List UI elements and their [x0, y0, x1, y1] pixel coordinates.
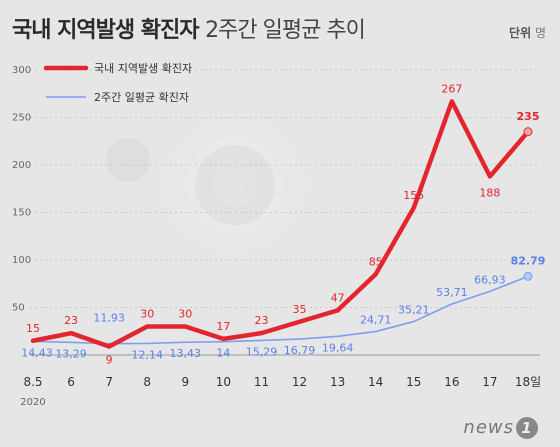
data-label-average: 35,21 [398, 304, 430, 317]
data-label-daily: 155 [403, 189, 424, 202]
data-label-average: 15,29 [246, 345, 278, 358]
year-label: 2020 [20, 397, 45, 408]
virus-decoration-icon [106, 90, 330, 280]
x-tick-label: 16 [444, 375, 459, 389]
data-label-average: 24,71 [360, 314, 392, 327]
y-tick-label: 200 [12, 160, 31, 171]
data-label-daily: 235 [517, 110, 540, 123]
unit-note: 단위 명 [509, 24, 546, 41]
data-label-daily: 9 [106, 353, 113, 366]
data-label-daily: 47 [331, 291, 345, 304]
x-tick-label: 12 [292, 375, 307, 389]
logo-text: news [463, 417, 514, 438]
data-label-daily: 267 [441, 82, 462, 95]
x-tick-label: 8.5 [23, 375, 42, 389]
unit-value: 명 [534, 26, 546, 40]
x-tick-label: 18일 [515, 375, 541, 389]
x-tick-label: 13 [330, 375, 345, 389]
data-label-average: 82.79 [511, 254, 546, 267]
x-tick-label: 9 [181, 375, 189, 389]
title-light: 2주간 일평균 추이 [205, 18, 366, 43]
x-tick-label: 11 [254, 375, 269, 389]
data-label-daily: 23 [64, 314, 78, 327]
data-label-average: 16,79 [284, 344, 316, 357]
y-tick-label: 250 [12, 113, 31, 124]
data-label-average: 19,64 [322, 341, 354, 354]
y-tick-label: 150 [12, 208, 31, 219]
x-tick-label: 15 [406, 375, 421, 389]
y-tick-label: 50 [12, 303, 25, 314]
data-label-daily: 30 [140, 308, 154, 321]
y-tick-label: 100 [12, 255, 31, 266]
data-label-average: 53,71 [436, 286, 468, 299]
data-point-average-last [523, 271, 533, 281]
data-point-daily-last [523, 127, 533, 137]
data-label-average: 14 [216, 347, 230, 360]
x-tick-label: 8 [143, 375, 151, 389]
data-label-average: 13,29 [55, 347, 87, 360]
x-tick-label: 14 [368, 375, 383, 389]
title-bold: 국내 지역발생 확진자 [12, 18, 199, 43]
data-label-average: 12,14 [131, 348, 163, 361]
data-label-daily: 30 [178, 308, 192, 321]
data-label-average: 11,93 [93, 312, 125, 325]
legend-label-daily: 국내 지역발생 확진자 [94, 62, 192, 75]
data-label-average: 66,93 [474, 273, 506, 286]
series-line-daily [30, 99, 531, 349]
data-label-daily: 23 [254, 314, 268, 327]
logo-badge: 1 [516, 417, 538, 439]
x-tick-label: 17 [482, 375, 497, 389]
data-label-daily: 15 [26, 322, 40, 335]
news1-logo: news 1 [463, 417, 538, 439]
data-label-daily: 17 [216, 320, 230, 333]
x-tick-label: 10 [216, 375, 231, 389]
x-tick-label: 7 [105, 375, 113, 389]
data-label-average: 14,43 [21, 346, 53, 359]
data-label-daily: 188 [479, 186, 500, 199]
data-label-average: 13,43 [170, 347, 202, 360]
unit-label: 단위 [509, 26, 532, 40]
data-label-daily: 35 [293, 303, 307, 316]
y-tick-label: 300 [12, 65, 31, 76]
x-tick-label: 6 [67, 375, 75, 389]
chart-title: 국내 지역발생 확진자 2주간 일평균 추이 [12, 12, 366, 44]
data-label-daily: 85 [369, 255, 383, 268]
legend-label-average: 2주간 일평균 확진자 [94, 90, 189, 104]
